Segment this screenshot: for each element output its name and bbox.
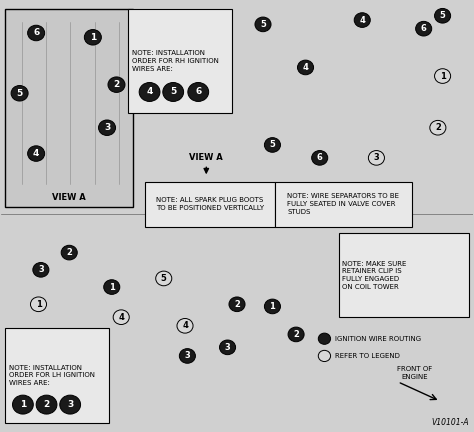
Text: 5: 5 (170, 88, 176, 96)
Circle shape (179, 349, 195, 363)
Text: 3: 3 (67, 400, 73, 409)
Circle shape (12, 395, 33, 414)
Text: 1: 1 (36, 300, 41, 309)
FancyBboxPatch shape (5, 10, 133, 207)
Circle shape (33, 263, 49, 277)
Text: 3: 3 (104, 123, 110, 132)
Circle shape (318, 350, 330, 362)
Text: VIEW A: VIEW A (190, 153, 223, 162)
Text: V10101-A: V10101-A (431, 418, 469, 427)
Text: 1: 1 (109, 283, 115, 292)
Text: NOTE: MAKE SURE
RETAINER CLIP IS
FULLY ENGAGED
ON COIL TOWER: NOTE: MAKE SURE RETAINER CLIP IS FULLY E… (342, 260, 407, 290)
Text: 5: 5 (260, 20, 266, 29)
Circle shape (156, 271, 172, 286)
Circle shape (30, 297, 46, 311)
Text: NOTE: WIRE SEPARATORS TO BE
FULLY SEATED IN VALVE COVER
STUDS: NOTE: WIRE SEPARATORS TO BE FULLY SEATED… (287, 194, 399, 215)
Circle shape (27, 25, 45, 41)
Text: 1: 1 (90, 33, 96, 42)
Text: 2: 2 (435, 123, 441, 132)
FancyBboxPatch shape (128, 10, 232, 113)
Text: VIEW A: VIEW A (52, 193, 86, 202)
Circle shape (36, 395, 57, 414)
Text: 4: 4 (302, 63, 309, 72)
Text: 5: 5 (270, 140, 275, 149)
Text: 3: 3 (184, 352, 190, 360)
Circle shape (139, 83, 160, 102)
FancyBboxPatch shape (338, 233, 469, 317)
Text: NOTE: INSTALLATION
ORDER FOR RH IGNITION
WIRES ARE:: NOTE: INSTALLATION ORDER FOR RH IGNITION… (132, 50, 219, 72)
Text: REFER TO LEGEND: REFER TO LEGEND (335, 353, 400, 359)
Text: IGNITION WIRE ROUTING: IGNITION WIRE ROUTING (335, 336, 421, 342)
Text: 6: 6 (317, 153, 323, 162)
Circle shape (219, 340, 236, 355)
Text: 6: 6 (33, 29, 39, 38)
Text: 1: 1 (270, 302, 275, 311)
Circle shape (99, 120, 116, 136)
Circle shape (104, 280, 120, 294)
Circle shape (163, 83, 183, 102)
Text: 5: 5 (440, 11, 446, 20)
FancyBboxPatch shape (5, 328, 109, 422)
Text: 2: 2 (44, 400, 50, 409)
Circle shape (229, 297, 245, 311)
Circle shape (188, 83, 209, 102)
Circle shape (177, 318, 193, 333)
Circle shape (354, 13, 370, 27)
Circle shape (113, 310, 129, 324)
Circle shape (318, 333, 330, 344)
Text: 2: 2 (234, 300, 240, 309)
Circle shape (312, 150, 328, 165)
Text: NOTE: ALL SPARK PLUG BOOTS
TO BE POSITIONED VERTICALLY: NOTE: ALL SPARK PLUG BOOTS TO BE POSITIO… (156, 197, 264, 211)
Text: 5: 5 (161, 274, 167, 283)
Text: 1: 1 (440, 72, 446, 80)
Text: 4: 4 (359, 16, 365, 25)
Circle shape (416, 21, 432, 36)
Circle shape (11, 86, 28, 101)
Circle shape (60, 395, 81, 414)
Text: 5: 5 (17, 89, 23, 98)
Circle shape (368, 150, 384, 165)
Text: 2: 2 (66, 248, 72, 257)
Text: 1: 1 (20, 400, 26, 409)
Text: NOTE: INSTALLATION
ORDER FOR LH IGNITION
WIRES ARE:: NOTE: INSTALLATION ORDER FOR LH IGNITION… (9, 365, 95, 386)
Text: 6: 6 (421, 24, 427, 33)
Circle shape (255, 17, 271, 32)
Circle shape (435, 9, 451, 23)
Circle shape (435, 69, 451, 83)
Circle shape (264, 138, 281, 152)
Text: 3: 3 (374, 153, 379, 162)
Circle shape (264, 299, 281, 314)
Text: 4: 4 (33, 149, 39, 158)
Text: 2: 2 (293, 330, 299, 339)
Text: 3: 3 (38, 265, 44, 274)
Text: 3: 3 (225, 343, 230, 352)
Circle shape (27, 146, 45, 161)
Text: FRONT OF
ENGINE: FRONT OF ENGINE (397, 366, 432, 380)
Circle shape (298, 60, 314, 75)
Text: 4: 4 (118, 313, 124, 322)
Circle shape (430, 121, 446, 135)
Circle shape (84, 29, 101, 45)
Circle shape (108, 77, 125, 92)
Text: 4: 4 (146, 88, 153, 96)
FancyBboxPatch shape (145, 181, 275, 227)
Text: 2: 2 (113, 80, 119, 89)
Circle shape (61, 245, 77, 260)
Text: 4: 4 (182, 321, 188, 330)
Circle shape (288, 327, 304, 342)
Text: 6: 6 (195, 88, 201, 96)
FancyBboxPatch shape (275, 181, 412, 227)
